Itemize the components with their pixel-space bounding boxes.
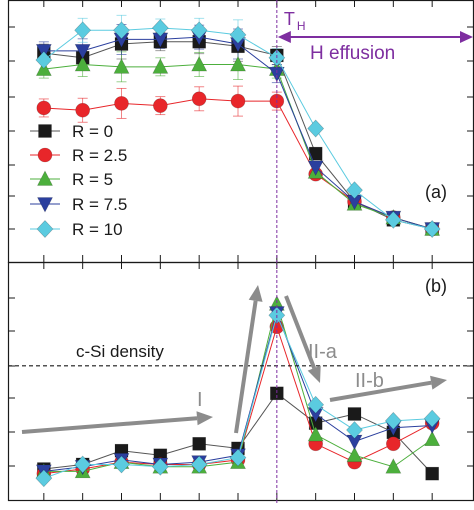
panel-b: c-Si density I II-a II-b (b): [7, 261, 474, 502]
th-subscript: H: [297, 19, 306, 33]
legend-marker: [37, 170, 53, 186]
effusion-arrow-head-left: [277, 31, 291, 43]
legend-marker: [36, 220, 54, 238]
panel-a-series-point: [74, 55, 91, 72]
th-marker: T H H effusion: [276, 0, 473, 505]
legend-label: R = 10: [72, 220, 123, 239]
panel-a-series-point: [152, 58, 169, 74]
panel-a-series-point: [113, 21, 130, 40]
panel-b-series-point: [151, 457, 169, 476]
legend: R = 0 R = 2.5 R = 5 R = 7.5 R = 10: [30, 122, 127, 239]
panel-a-series-point: [346, 181, 363, 200]
panel-a-series-point: [308, 146, 323, 161]
legend-marker: [38, 124, 52, 138]
panel-a-series-point: [230, 55, 246, 72]
panel-b-series-point: [384, 411, 402, 430]
panel-a-series-point: [191, 91, 207, 107]
panel-b-series-point: [385, 458, 402, 474]
panel-b-series-point: [74, 455, 92, 474]
panel-b-series-point: [229, 448, 247, 467]
arrow-IIb-shaft: [329, 380, 432, 402]
panel-a: (a): [7, 0, 474, 264]
panel-a-series-point: [229, 25, 247, 44]
panel-a-series-point: [307, 119, 325, 138]
panel-a-series-point: [307, 160, 324, 176]
panel-a-series-point: [74, 44, 91, 60]
panel-a-series-point: [113, 58, 130, 74]
panel-b-series-point: [386, 436, 401, 452]
panel-a-series-point: [153, 98, 168, 113]
panel-a-series-point: [35, 51, 53, 69]
panel-b-label: (b): [425, 276, 447, 296]
arrow-I-label: I: [197, 389, 203, 411]
panel-b-series-point: [113, 455, 130, 474]
panel-b-series-point: [425, 466, 439, 481]
panel-a-label: (a): [425, 182, 447, 202]
panel-a-series-point: [151, 19, 169, 37]
effusion-arrow-head-right: [460, 31, 473, 43]
panel-a-series-point: [75, 102, 90, 118]
panel-a-series-point: [190, 21, 208, 40]
panel-b-series-point: [190, 455, 208, 474]
panel-b-series-point: [347, 407, 362, 421]
arrow-I-shaft: [21, 416, 198, 434]
arrow-IIa-shaft: [284, 295, 317, 369]
panel-b-series-point: [35, 469, 53, 488]
c-si-density-label: c-Si density: [76, 342, 164, 361]
legend-marker: [37, 147, 53, 163]
panel-b-series-point: [423, 409, 441, 428]
arrow-IIb-label: II-b: [355, 370, 384, 392]
legend-marker: [37, 197, 53, 213]
panel-a-series-point: [74, 21, 92, 40]
panel-a-series-point: [114, 96, 129, 111]
panel-a-series-point: [36, 100, 52, 116]
effusion-label: H effusion: [310, 43, 395, 64]
arrow-IIa-head: [307, 365, 321, 383]
legend-label: R = 2.5: [72, 146, 127, 165]
panel-a-series-point: [423, 220, 441, 238]
legend-label: R = 7.5: [72, 195, 127, 214]
arrow-IIa-up-head: [248, 285, 263, 302]
arrow-IIa-label: II-a: [308, 341, 338, 363]
panel-b-series-point: [346, 421, 363, 439]
panel-a-series-point: [191, 55, 208, 72]
th-label: T: [284, 9, 295, 29]
legend-label: R = 0: [72, 122, 113, 141]
panel-b-series-point: [307, 425, 324, 442]
panel-b-series-point: [424, 430, 441, 447]
legend-label: R = 5: [72, 170, 113, 189]
panel-b-series-point: [346, 446, 363, 463]
panel-b-series-point: [307, 395, 325, 414]
panel-b-series-point: [192, 437, 206, 451]
arrow-IIb-head: [430, 375, 447, 390]
arrow-IIa-up-shaft: [234, 300, 258, 434]
panel-a-series-point: [384, 210, 402, 229]
arrow-I-head: [196, 411, 213, 426]
panel-a-series-point: [230, 93, 246, 109]
